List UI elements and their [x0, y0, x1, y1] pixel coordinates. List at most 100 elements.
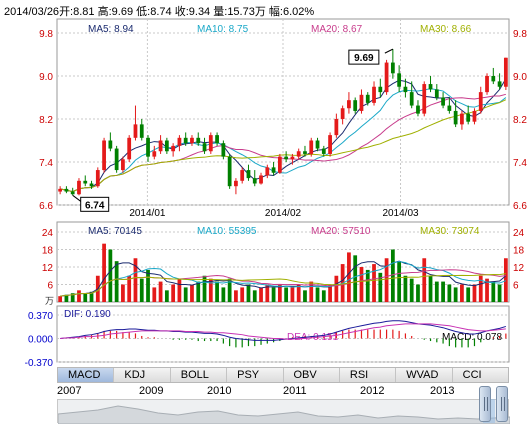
volume-bar [372, 264, 376, 302]
volume-bar [334, 275, 339, 302]
tab-wvad[interactable]: WVAD [396, 368, 453, 382]
volume-bar [384, 258, 389, 302]
candle-body [102, 140, 106, 171]
candle-body [89, 183, 94, 187]
candle-body [372, 86, 376, 103]
price-ytick-right: 9.8 [513, 29, 527, 40]
candle-body [434, 89, 439, 98]
volume-bar [347, 252, 351, 302]
volume-bar [485, 278, 489, 302]
volume-bar [321, 290, 326, 302]
candle-body [190, 137, 194, 144]
volume-bar [441, 281, 445, 302]
price-ytick-left: 9.8 [39, 29, 53, 40]
low-annotation-box [80, 196, 110, 212]
macd-ytick: 0.000 [28, 335, 53, 346]
volume-ytick-left: 24 [42, 228, 54, 239]
candle-body [196, 137, 201, 144]
tab-boll[interactable]: BOLL [171, 368, 228, 382]
volume-bar [378, 272, 383, 302]
volume-bar [428, 275, 433, 302]
tab-kdj[interactable]: KDJ [114, 368, 171, 382]
timeline-years: 2007 2009 2010 2011 2012 2013 [57, 385, 509, 399]
quote-date: 2014/03/26 [4, 6, 60, 18]
volume-bar [422, 258, 427, 302]
volume-bar [309, 281, 314, 302]
change-value: 6.02% [282, 6, 315, 18]
tab-obv[interactable]: OBV [284, 368, 340, 382]
stock-chart[interactable]: 9.8 9.8 9.0 9.0 8.2 8.2 7.4 7.4 6.6 6.6 2014/01 201… [0, 0, 530, 366]
price-legend-item: MA5: 8.94 [88, 24, 134, 35]
volume-bar [296, 284, 301, 302]
tab-psy[interactable]: PSY [227, 368, 284, 382]
volume-bar [328, 284, 332, 302]
candle-body [447, 105, 452, 111]
candle-body [347, 100, 351, 109]
volume-bar [190, 284, 194, 302]
volume-bar [121, 284, 125, 302]
timeline-year-label: 2010 [207, 385, 232, 397]
tab-cci[interactable]: CCI [462, 369, 482, 381]
quote-header: 2014/03/26开:8.81 高:9.69 低:8.74 收:9.34 量:… [4, 3, 314, 19]
volume-bar [390, 249, 395, 302]
volume-bar [171, 284, 176, 302]
volume-bar [271, 287, 276, 302]
tab-macd[interactable]: MACD [58, 368, 115, 382]
candle-body [246, 170, 251, 179]
volume-bar [447, 284, 452, 302]
timeline-navigator[interactable] [57, 399, 510, 424]
candle-body [77, 180, 81, 195]
macd-dea-line [60, 323, 506, 340]
high-annotation: 9.69 [354, 53, 374, 64]
volume-bar [252, 290, 257, 302]
price-legend-item: MA30: 8.66 [420, 24, 472, 35]
tab-rsi[interactable]: RSI [340, 368, 397, 382]
volume-bar [359, 267, 364, 302]
candle-body [208, 135, 213, 152]
volume-bar [397, 261, 402, 302]
candle-body [139, 124, 144, 138]
volume-bar [265, 284, 270, 302]
price-xtick: 2014/03 [382, 208, 419, 219]
volume-ytick-left: 12 [42, 263, 54, 274]
volume-bar [491, 281, 496, 302]
close-value: 9.34 [188, 6, 211, 18]
volume-ytick-right: 24 [513, 228, 525, 239]
timeline-year-label: 2013 [430, 385, 455, 397]
volume-bar [164, 290, 169, 302]
candle-body [296, 151, 301, 157]
price-ytick-left: 9.0 [39, 72, 53, 83]
volume-bar [139, 278, 144, 302]
candle-body [70, 191, 75, 195]
timeline-right-handle[interactable] [496, 386, 508, 422]
candle-body [202, 143, 207, 152]
timeline-sparkline [58, 405, 510, 424]
volume-ytick-right: 18 [513, 246, 525, 257]
candle-body [441, 97, 445, 106]
candle-body [497, 81, 502, 87]
volume-bar [409, 278, 414, 302]
volume-panel-frame [56, 221, 510, 303]
candle-body [478, 92, 483, 111]
volume-bar [497, 284, 502, 302]
candle-body [460, 113, 464, 125]
candle-body [309, 140, 314, 154]
volume-legend-item: MA30: 73074 [420, 226, 480, 237]
candle-body [340, 108, 345, 119]
candle-body [240, 170, 245, 181]
open-label: 开: [59, 6, 74, 18]
candle-body [146, 137, 150, 157]
candle-body [234, 180, 238, 187]
low-annotation: 6.74 [85, 200, 105, 211]
volume-bar [416, 284, 420, 302]
macd-ytick: 0.370 [28, 311, 53, 322]
candle-body [227, 156, 232, 187]
price-ma30-line [60, 99, 507, 193]
timeline-left-handle[interactable] [479, 386, 491, 422]
candle-body [95, 170, 100, 187]
volume-bar [177, 278, 182, 302]
high-annotation-pointer [384, 48, 394, 54]
price-legend-item: MA10: 8.75 [197, 24, 249, 35]
volume-unit-label: 万 [45, 296, 54, 306]
candle-body [121, 159, 125, 171]
